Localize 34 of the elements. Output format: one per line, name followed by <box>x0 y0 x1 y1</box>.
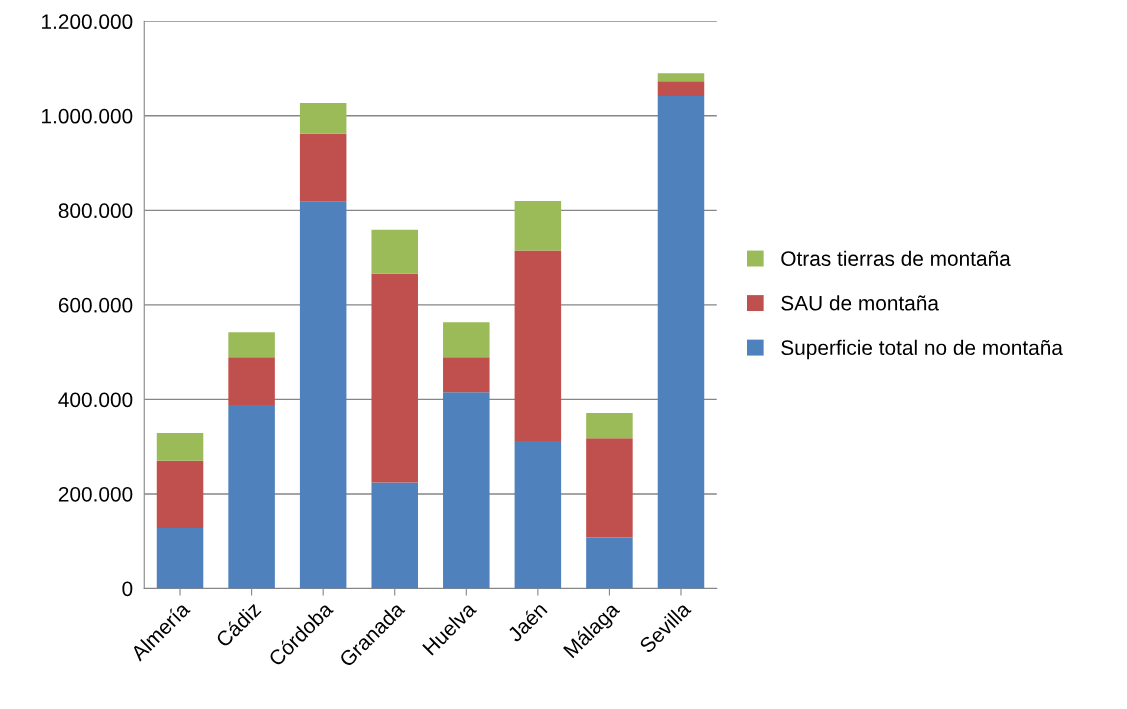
bar <box>443 357 490 393</box>
bar <box>299 103 347 134</box>
bar <box>586 537 633 589</box>
y-tick-label: 200.000 <box>58 486 133 502</box>
bar <box>586 438 633 538</box>
bar <box>657 95 705 589</box>
bar <box>514 200 562 251</box>
bar <box>586 413 633 439</box>
bar <box>443 392 490 589</box>
bar <box>514 441 562 589</box>
bar <box>228 357 275 406</box>
bar <box>156 432 204 461</box>
y-tick-label: 1.000.000 <box>42 108 133 124</box>
bar <box>371 273 418 483</box>
y-tick-label: 600.000 <box>58 297 133 313</box>
bar <box>371 229 418 274</box>
bar <box>371 482 418 589</box>
bar <box>443 322 490 358</box>
bar <box>299 133 347 202</box>
bar <box>514 250 562 441</box>
bar <box>299 201 347 589</box>
bar <box>228 332 275 358</box>
legend-label: Superficie total no de montaña <box>781 339 1063 360</box>
legend-label: Otras tierras de montaña <box>781 250 1011 266</box>
legend-label: SAU de montaña <box>781 295 939 311</box>
bar <box>156 527 204 589</box>
bar <box>657 73 705 82</box>
bar <box>228 405 275 589</box>
bar <box>156 460 204 528</box>
bar <box>657 81 705 96</box>
y-tick-label: 400.000 <box>58 392 133 408</box>
y-tick-label: 1.200.000 <box>42 14 133 30</box>
y-tick-label: 800.000 <box>58 203 133 219</box>
y-tick-label: 0 <box>122 581 133 597</box>
